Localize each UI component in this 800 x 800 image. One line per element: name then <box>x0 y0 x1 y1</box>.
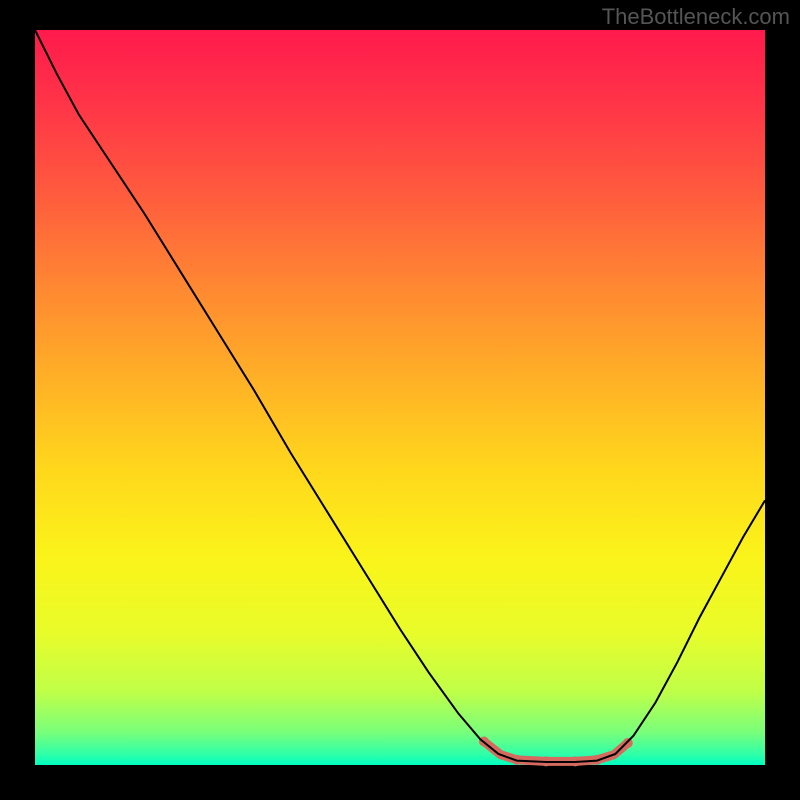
valley-dot <box>623 738 633 748</box>
chart-container: { "watermark": { "text": "TheBottleneck.… <box>0 0 800 800</box>
watermark-text: TheBottleneck.com <box>602 4 790 30</box>
plot-background <box>35 30 765 765</box>
bottleneck-curve-chart <box>0 0 800 800</box>
